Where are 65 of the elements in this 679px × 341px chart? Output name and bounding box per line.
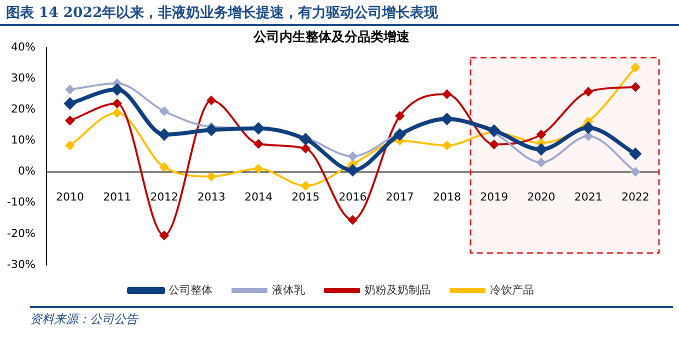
x-tick-label: 2012 [150,190,178,204]
chart-title: 图表 14 2022年以来，非液奶业务增长提速，有力驱动公司增长表现 [0,0,679,26]
x-tick-label: 2010 [56,190,84,204]
legend-label: 液体乳 [272,283,305,296]
point [536,144,547,155]
point [112,84,123,96]
point [158,129,170,140]
point [630,167,640,176]
x-tick-label: 2018 [432,190,461,204]
point [348,152,358,161]
y-tick-label: 0% [18,164,36,178]
point [65,85,74,94]
x-tick-label: 2011 [103,190,132,204]
point [442,90,452,99]
point [160,230,169,240]
point [64,98,76,110]
point [112,99,122,108]
x-tick-label: 2019 [480,190,508,204]
legend-label: 冷饮产品 [490,283,534,296]
point [630,82,640,92]
x-tick-label: 2016 [338,190,367,204]
legend-label: 奶粉及奶制品 [364,283,430,296]
point [582,122,594,134]
x-tick-label: 2021 [574,190,602,204]
text: 资料来源：公司公告 [29,311,140,328]
x-tick-label: 2020 [527,190,556,204]
x-tick-label: 2014 [244,190,272,204]
point [301,144,310,154]
point [490,140,499,149]
point [442,140,452,150]
point [584,87,593,96]
point [206,96,216,105]
y-tick-label: -30% [6,258,36,271]
x-tick-label: 2017 [386,190,414,204]
y-tick-label: 10% [10,134,36,147]
point [441,114,452,125]
point [348,215,358,224]
y-tick-label: -20% [6,226,36,240]
point [301,181,310,190]
point [112,108,122,118]
x-tick-label: 2013 [197,190,226,204]
point [394,129,406,140]
y-tick-label: 20% [10,102,36,116]
point [630,62,640,72]
legend-label: 公司整体 [168,283,212,296]
point [65,116,74,126]
point [630,148,641,160]
point [536,130,546,140]
point [254,164,263,174]
point [584,132,593,141]
point [395,111,404,120]
point [160,162,169,172]
chart-subtitle: 公司内生整体及分品类增速 [252,30,410,46]
point [536,158,546,168]
point [65,140,74,150]
y-tick-label: -10% [6,196,36,209]
point [347,164,358,176]
x-tick-label: 2015 [292,190,320,204]
x-tick-label: 2022 [621,190,650,204]
point [206,124,217,136]
point [206,172,216,181]
point [160,106,169,116]
y-tick-label: 30% [10,72,36,85]
point [254,139,263,148]
y-tick-label: 40% [10,40,36,54]
